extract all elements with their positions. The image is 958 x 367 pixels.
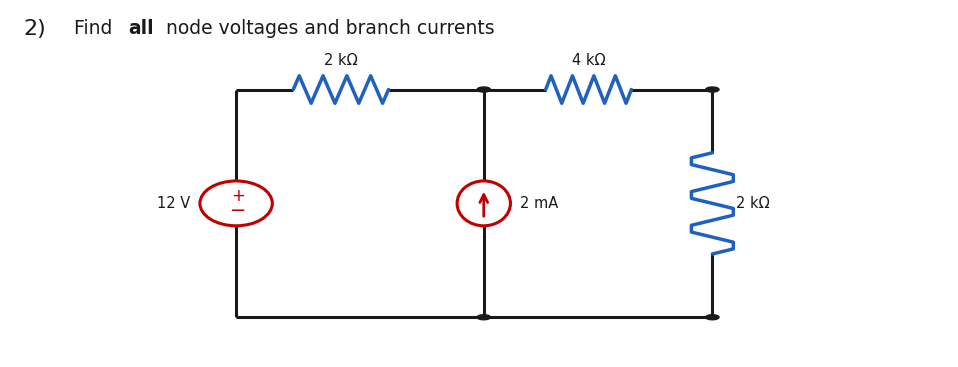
Text: 2 kΩ: 2 kΩ	[324, 53, 357, 68]
Text: node voltages and branch currents: node voltages and branch currents	[160, 19, 494, 38]
Text: Find: Find	[74, 19, 119, 38]
Text: 2 kΩ: 2 kΩ	[736, 196, 770, 211]
Circle shape	[477, 315, 490, 320]
Circle shape	[477, 87, 490, 92]
Circle shape	[706, 315, 719, 320]
Circle shape	[706, 87, 719, 92]
Text: 4 kΩ: 4 kΩ	[572, 53, 605, 68]
Text: 2): 2)	[24, 19, 47, 39]
Text: 2 mA: 2 mA	[520, 196, 559, 211]
Text: +: +	[231, 187, 245, 205]
Text: −: −	[230, 201, 246, 220]
Text: all: all	[128, 19, 154, 38]
Text: 12 V: 12 V	[157, 196, 191, 211]
